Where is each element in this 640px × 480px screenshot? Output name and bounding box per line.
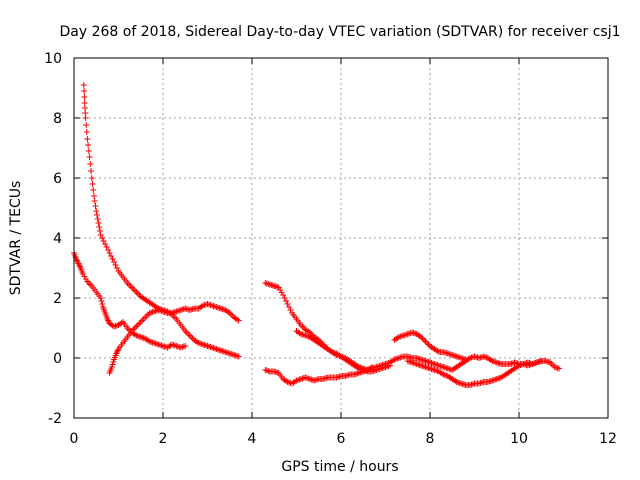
series-arc6 — [293, 328, 393, 375]
y-tick-label: 2 — [53, 291, 62, 307]
data-point — [235, 353, 242, 360]
y-tick-label: 0 — [53, 351, 62, 367]
y-axis-label: SDTVAR / TECUs — [8, 181, 24, 296]
plot-frame — [73, 57, 609, 419]
data-point — [100, 238, 107, 244]
data-point — [182, 343, 189, 349]
data-point — [112, 262, 119, 268]
x-tick-label: 6 — [337, 431, 346, 447]
series-arc3 — [106, 301, 242, 376]
data-point — [94, 216, 101, 222]
data-point — [99, 301, 106, 307]
tick-labels: 0 2 4 6 8 10 12 -2 0 2 4 6 8 10 — [44, 51, 617, 447]
data-point — [386, 362, 393, 369]
x-tick-label: 12 — [599, 431, 617, 447]
x-axis-label: GPS time / hours — [281, 459, 398, 475]
data-point — [91, 198, 98, 204]
data-point — [103, 244, 110, 250]
data-point — [83, 129, 90, 135]
x-tick-label: 0 — [70, 431, 79, 447]
y-tick-label: 10 — [44, 51, 62, 67]
data-point — [80, 82, 87, 88]
data-point — [99, 235, 106, 241]
data-point — [235, 317, 242, 324]
data-point — [88, 175, 95, 181]
data-point — [95, 220, 102, 226]
series-arc7 — [391, 329, 469, 363]
data-point — [234, 316, 241, 323]
data-point — [281, 295, 288, 301]
data-point — [284, 301, 291, 307]
data-point — [82, 115, 89, 121]
x-tick-label: 2 — [159, 431, 168, 447]
data-point — [434, 348, 441, 354]
data-point — [102, 241, 109, 247]
data-point — [93, 212, 100, 218]
data-point — [286, 304, 293, 310]
data-point — [97, 232, 104, 238]
data-point — [556, 365, 563, 372]
data-point — [85, 148, 92, 154]
data-point — [90, 187, 97, 193]
series-arc8 — [404, 358, 545, 388]
data-point — [283, 298, 290, 304]
data-point — [111, 259, 118, 265]
y-tick-label: -2 — [48, 411, 62, 427]
data-point — [280, 292, 287, 298]
data-point — [88, 168, 95, 174]
data-point — [91, 193, 98, 199]
y-tick-label: 6 — [53, 171, 62, 187]
data-point — [96, 224, 103, 230]
data-point — [287, 307, 294, 313]
data-point — [81, 88, 88, 94]
data-point — [89, 181, 96, 187]
data-point — [81, 94, 88, 100]
data-marks — [71, 82, 563, 388]
data-point — [109, 256, 116, 262]
chart-title: Day 268 of 2018, Sidereal Day-to-day VTE… — [59, 24, 620, 40]
data-point — [118, 320, 125, 326]
x-tick-label: 10 — [510, 431, 528, 447]
data-point — [108, 253, 115, 259]
data-point — [538, 358, 545, 364]
data-point — [85, 142, 92, 148]
y-tick-label: 8 — [53, 111, 62, 127]
series-arc2 — [80, 82, 242, 360]
data-point — [86, 154, 93, 160]
data-point — [106, 250, 113, 256]
data-point — [96, 228, 103, 234]
data-point — [87, 161, 94, 167]
data-point — [462, 356, 469, 363]
data-point — [84, 136, 91, 142]
x-tick-label: 8 — [426, 431, 435, 447]
data-point — [83, 122, 90, 128]
data-point — [97, 295, 104, 301]
data-point — [92, 203, 99, 209]
data-point — [93, 208, 100, 214]
y-tick-label: 4 — [53, 231, 62, 247]
data-point — [114, 265, 121, 271]
x-tick-label: 4 — [248, 431, 257, 447]
data-point — [98, 298, 105, 304]
data-point — [105, 247, 112, 253]
